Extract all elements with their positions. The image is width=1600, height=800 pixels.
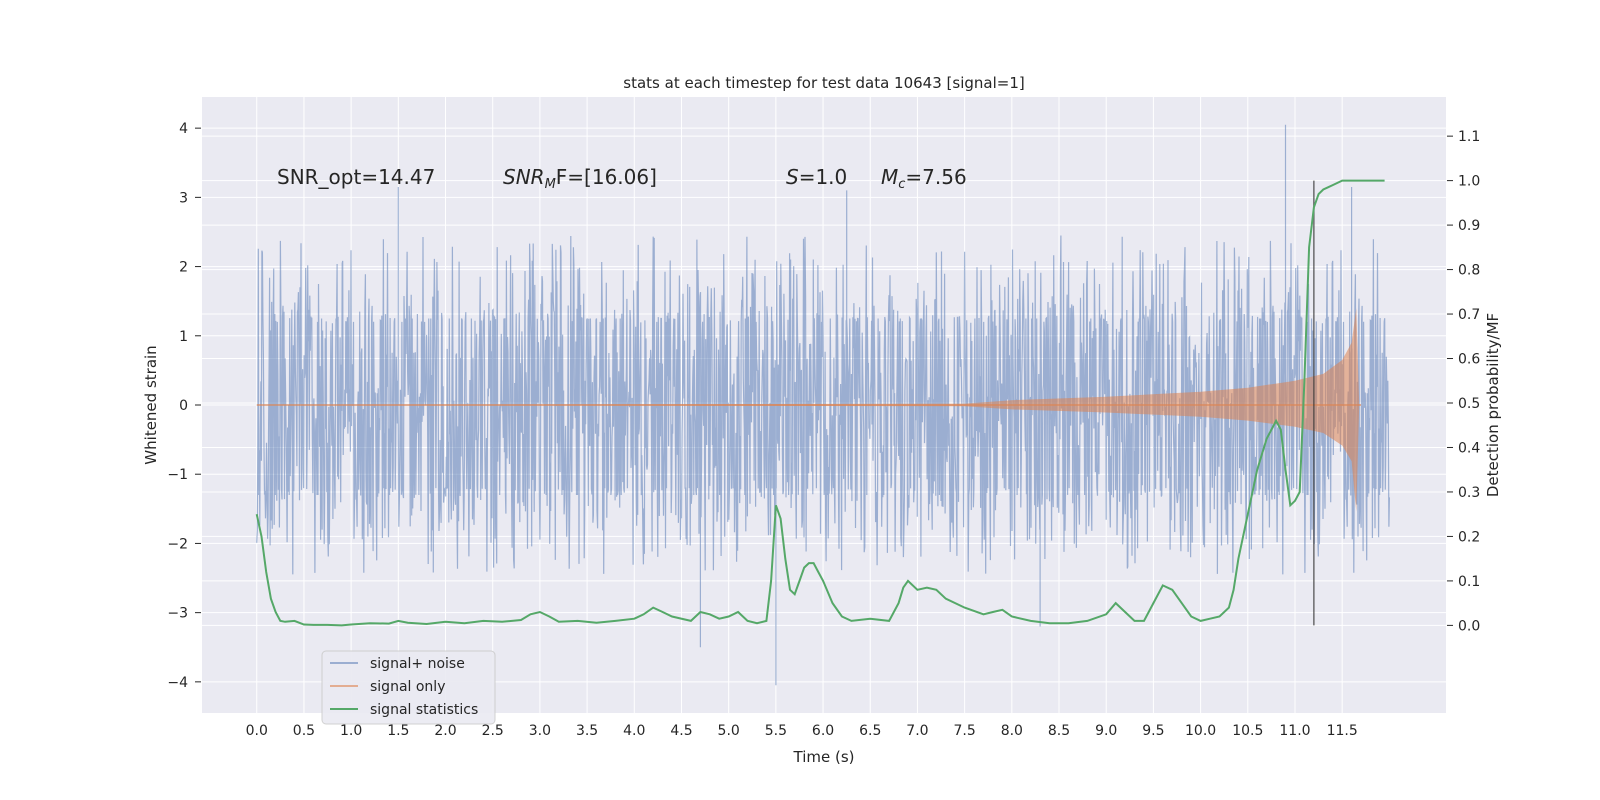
signal-statistics-line [255,179,1385,627]
signal-only-series [256,308,1362,512]
signal-only-area [256,308,1360,512]
y-left-tick-label: 0 [179,398,188,414]
y-left-tick-label: −2 [167,536,188,552]
y-right-tick-label: 0.9 [1458,218,1480,234]
x-tick-label: 2.5 [482,723,504,739]
y-right-tick-label: 0.2 [1458,529,1480,545]
x-tick-label: 11.5 [1327,723,1358,739]
y-right-tick-label: 0.6 [1458,352,1480,368]
x-tick-label: 0.0 [246,723,268,739]
x-tick-label: 3.5 [576,723,598,739]
x-tick-label: 3.0 [529,723,551,739]
y-right-tick-label: 0.0 [1458,618,1480,634]
legend-label-signal-noise: signal+ noise [370,656,465,672]
y-right-tick-label: 0.1 [1458,574,1480,590]
x-tick-label: 8.5 [1048,723,1070,739]
x-tick-label: 7.0 [906,723,928,739]
annotation-mc-rest: =7.56 [905,165,966,189]
legend-box [321,650,496,725]
x-tick-label: 5.5 [765,723,787,739]
y-right-tick-label: 0.7 [1458,307,1480,323]
annotation-snr-opt: SNR_opt=14.47 [277,165,435,189]
x-tick-label: 0.5 [293,723,315,739]
chart-title: stats at each timestep for test data 106… [623,74,1024,92]
y-left-axis-ticks: 4 3 2 1 0 −1 −2 −3 −4 [167,121,201,691]
x-tick-label: 11.0 [1279,723,1310,739]
legend: signal+ noise signal only signal statist… [321,650,496,725]
x-tick-label: 1.0 [340,723,362,739]
annotation-s-name: S [786,165,799,189]
y-right-tick-label: 0.3 [1458,485,1480,501]
y-right-tick-label: 1.1 [1458,129,1480,145]
annotation-s-rest: =1.0 [799,165,848,189]
y-left-tick-label: 1 [179,329,188,345]
x-tick-label: 2.0 [434,723,456,739]
signal-statistics-series [255,179,1385,627]
y-left-tick-label: −4 [167,675,188,691]
y-right-tick-label: 1.0 [1458,174,1480,190]
x-tick-label: 10.0 [1185,723,1216,739]
annotation-snr-mf: SNRMF=[16.06] [503,165,657,192]
x-tick-label: 10.5 [1232,723,1263,739]
y-left-tick-label: −1 [167,467,188,483]
y-left-tick-label: 3 [179,190,188,206]
y-right-axis-ticks: 1.1 1.0 0.9 0.8 0.7 0.6 0.5 0.4 0.3 0.2 0.1 0.0 [1447,129,1480,634]
x-axis-ticks: 0.0 0.5 1.0 1.5 2.0 2.5 3.0 3.5 4.0 4.5 5.0 5.5 6.0 6… [246,723,1358,739]
annotation-mc-name: M [881,165,898,189]
y-right-axis-label: Detection probability/MF [1484,313,1502,497]
x-tick-label: 6.0 [812,723,834,739]
signal-noise-line [256,124,1390,686]
x-tick-label: 8.0 [1001,723,1023,739]
y-right-tick-label: 0.5 [1458,396,1480,412]
y-left-tick-label: 2 [179,260,188,276]
annotation-mc-sub: c [898,177,905,192]
annotation-s: S=1.0 [786,165,847,189]
signal-noise-series [256,124,1390,686]
x-tick-label: 4.0 [623,723,645,739]
x-tick-label: 5.0 [718,723,740,739]
annotation-snr-mf-sub: M [545,177,556,192]
y-left-axis-label: Whitened strain [142,345,160,464]
annotations: SNR_opt=14.47 SNRMF=[16.06] S=1.0 Mc=7.5… [277,165,967,192]
y-right-tick-label: 0.4 [1458,440,1480,456]
legend-label-signal-only: signal only [370,679,445,695]
x-tick-label: 4.5 [670,723,692,739]
y-left-tick-label: −3 [167,606,188,622]
x-tick-label: 1.5 [387,723,409,739]
y-left-tick-label: 4 [179,121,188,137]
legend-label-signal-statistics: signal statistics [370,702,478,718]
x-tick-label: 6.5 [859,723,881,739]
x-tick-label: 7.5 [954,723,976,739]
annotation-mc: Mc=7.56 [881,165,967,192]
x-tick-label: 9.5 [1142,723,1164,739]
x-tick-label: 9.0 [1095,723,1117,739]
x-axis-label: Time (s) [793,748,855,766]
annotation-snr-mf-name: SNR [503,165,545,189]
annotation-snr-mf-rest: F=[16.06] [556,165,657,189]
y-right-tick-label: 0.8 [1458,263,1480,279]
